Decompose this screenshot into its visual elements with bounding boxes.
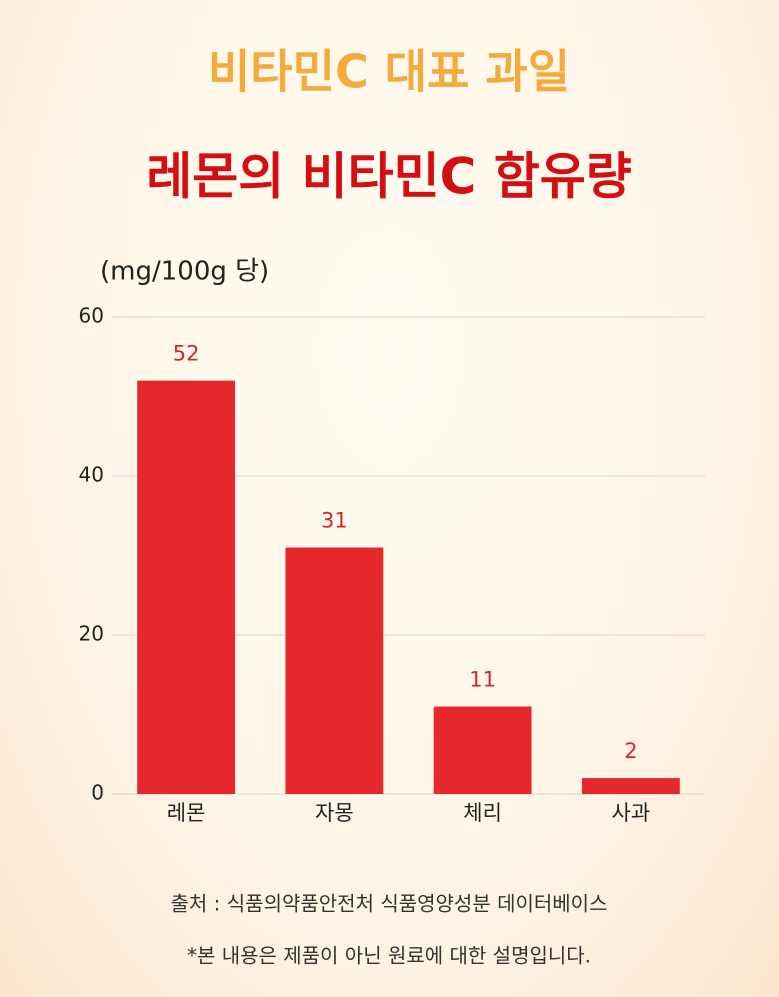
data-label: 52 xyxy=(173,342,200,366)
x-tick-label: 사과 xyxy=(612,801,651,825)
x-tick-label: 자몽 xyxy=(315,801,354,825)
unit-label: (mg/100g 당) xyxy=(100,257,269,287)
data-label: 11 xyxy=(469,668,496,692)
x-tick-label: 레몬 xyxy=(167,801,206,825)
footnote: *본 내용은 제품이 아닌 원료에 대한 설명입니다. xyxy=(187,944,591,968)
y-tick-label: 0 xyxy=(91,781,104,805)
x-tick-label: 체리 xyxy=(463,801,502,825)
data-label: 31 xyxy=(321,509,348,533)
source-note: 출처 : 식품의약품안전처 식품영양성분 데이터베이스 xyxy=(171,892,608,916)
y-tick-label: 40 xyxy=(79,463,104,487)
y-tick-label: 20 xyxy=(79,622,104,646)
bar xyxy=(581,778,680,794)
bar xyxy=(433,706,532,794)
bar xyxy=(285,547,384,794)
chart-subtitle: 레몬의 비타민C 함유량 xyxy=(146,148,632,206)
bar xyxy=(137,380,236,794)
data-label: 2 xyxy=(624,739,637,763)
chart-title: 비타민C 대표 과일 xyxy=(208,45,570,99)
y-tick-label: 60 xyxy=(79,304,104,328)
